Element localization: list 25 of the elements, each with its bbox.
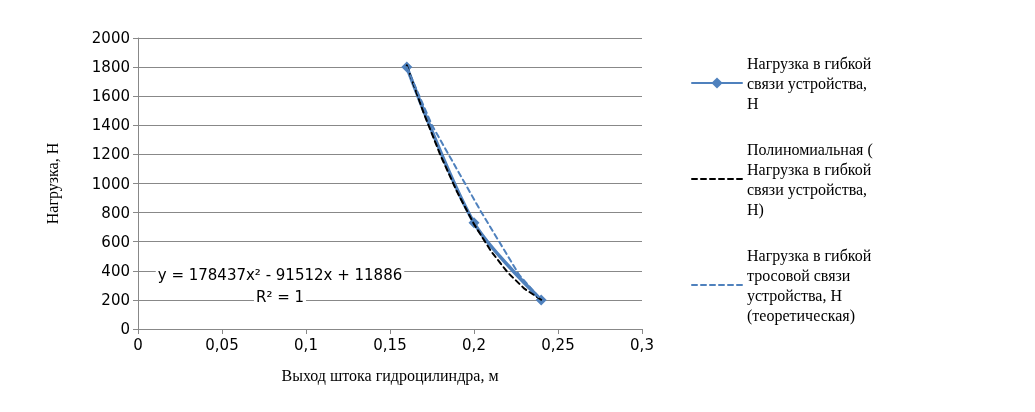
y-tick-label: 1800 [91, 58, 130, 77]
legend-label: Нагрузка в гибкой связи устройства, Н [747, 54, 876, 112]
y-tick-label: 1400 [91, 116, 130, 135]
annotation: y = 178437x² - 91512x + 11886 [157, 265, 403, 284]
x-tick-label: 0,1 [294, 335, 318, 354]
annotation: R² = 1 [255, 287, 305, 306]
x-tick-label: 0 [133, 335, 143, 354]
legend-label: Нагрузка в гибкой тросовой связи устройства, Н (теоретическая) [747, 246, 876, 325]
legend-label: Полиномиальная ( Нагрузка в гибкой связи устройства, Н) [747, 140, 877, 219]
x-tick-label: 0,25 [541, 335, 575, 354]
y-tick-label: 200 [101, 290, 130, 309]
y-tick-label: 600 [101, 232, 130, 251]
y-tick-label: 2000 [91, 29, 130, 47]
y-tick-label: 1000 [91, 174, 130, 193]
x-tick-label: 0,3 [630, 335, 654, 354]
x-tick-label: 0,05 [205, 335, 239, 354]
x-tick-label: 0,15 [373, 335, 407, 354]
y-tick-label: 400 [101, 261, 130, 280]
y-tick-label: 800 [101, 203, 130, 222]
x-axis-title: Выход штока гидроцилиндра, м [281, 366, 499, 385]
y-tick-label: 0 [120, 320, 130, 338]
y-axis-title: Нагрузка, Н [43, 142, 62, 225]
x-tick-label: 0,2 [462, 335, 486, 354]
y-tick-label: 1200 [91, 145, 130, 164]
y-tick-label: 1600 [91, 87, 130, 106]
